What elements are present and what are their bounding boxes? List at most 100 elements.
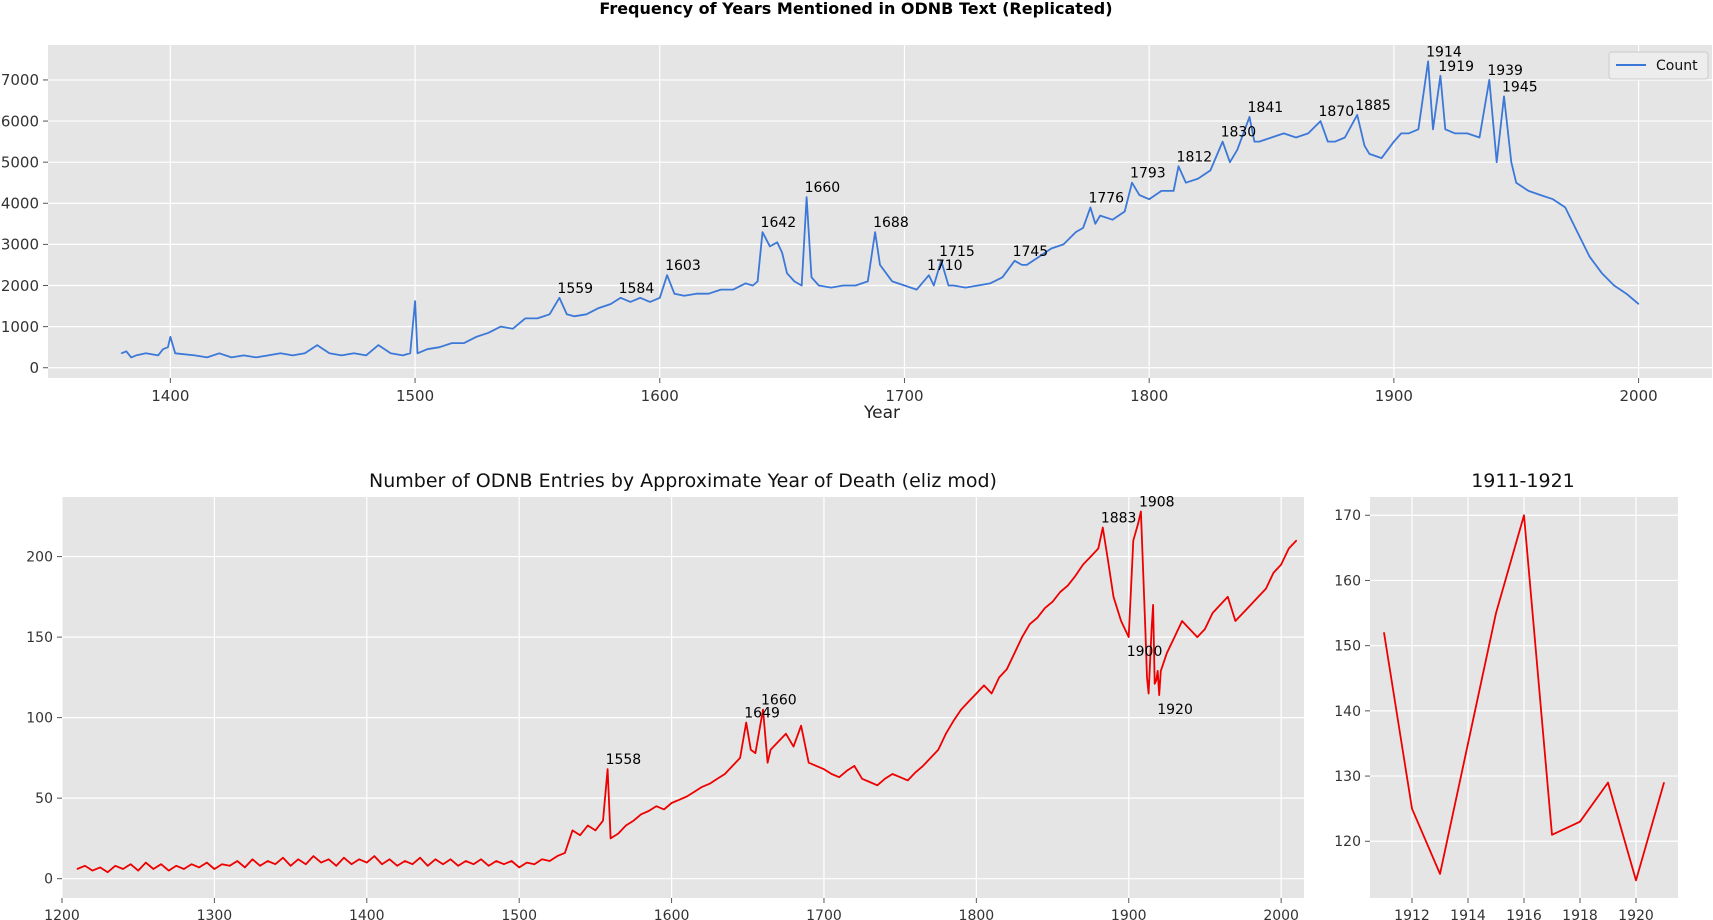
data-point [869, 781, 871, 783]
data-point [1527, 190, 1530, 192]
y-tick-label: 200 [26, 549, 53, 565]
data-point [854, 284, 857, 287]
data-point [1197, 178, 1199, 180]
data-point [1427, 60, 1429, 63]
data-point [419, 857, 421, 859]
data-point [450, 858, 452, 860]
data-point [1236, 149, 1238, 151]
data-point [752, 284, 754, 287]
data-point [438, 346, 441, 348]
data-point [135, 354, 137, 356]
data-point [1363, 145, 1366, 147]
y-tick-label: 6000 [1, 112, 39, 130]
peak-annotation: 1710 [927, 258, 963, 274]
x-tick-label: 1800 [959, 908, 995, 920]
peak-annotation: 1812 [1177, 149, 1213, 165]
data-point [701, 786, 703, 788]
data-point [526, 862, 528, 864]
peak-annotation: 1558 [606, 752, 642, 768]
chart-title: Number of ODNB Entries by Approximate Ye… [369, 470, 997, 492]
peak-annotation: 1776 [1088, 190, 1124, 206]
data-point [1515, 182, 1517, 184]
data-point [801, 284, 803, 287]
data-point [610, 303, 612, 305]
y-tick-label: 4000 [1, 195, 39, 213]
data-point [989, 282, 991, 284]
data-point [1014, 260, 1016, 262]
data-point [503, 863, 505, 865]
data-point [1006, 668, 1008, 670]
chart-title: 1911-1921 [1471, 470, 1575, 492]
data-point [792, 746, 795, 748]
data-point [350, 863, 353, 865]
y-tick-label: 5000 [1, 153, 39, 171]
data-point [695, 293, 698, 295]
plot-background [48, 45, 1712, 378]
peak-annotation: 1660 [805, 180, 841, 196]
data-point [1185, 182, 1187, 184]
peak-annotation: 1914 [1426, 44, 1462, 60]
data-point [594, 829, 597, 832]
peak-annotation: 1900 [1127, 644, 1163, 660]
data-point [632, 820, 635, 822]
data-point [564, 852, 566, 854]
data-point [1258, 141, 1260, 143]
data-point [1551, 834, 1553, 836]
peak-annotation: 1919 [1438, 59, 1474, 75]
data-point [1062, 243, 1065, 245]
x-tick-label: 1400 [151, 387, 189, 405]
data-point [390, 352, 392, 354]
data-point [914, 771, 917, 774]
peak-annotation: 1793 [1130, 166, 1166, 182]
data-point [655, 805, 657, 807]
peak-annotation: 1939 [1487, 63, 1523, 79]
peak-annotation: 1745 [1013, 244, 1049, 260]
data-point [1209, 169, 1211, 171]
data-point [1417, 128, 1419, 130]
data-point [770, 749, 772, 751]
data-point [1250, 604, 1252, 606]
x-tick-label: 1900 [1375, 387, 1413, 405]
data-point [442, 863, 444, 865]
data-point [1151, 628, 1153, 630]
data-point [781, 252, 783, 254]
y-tick-label: 7000 [1, 71, 39, 89]
data-point [365, 354, 367, 356]
data-point [122, 868, 124, 870]
data-point [343, 857, 345, 859]
data-point [99, 866, 101, 869]
data-point [1140, 510, 1142, 513]
x-tick-label: 2000 [1619, 387, 1657, 405]
data-point [1082, 227, 1084, 229]
data-point [353, 352, 355, 354]
data-point [879, 264, 881, 266]
data-point [1381, 157, 1383, 159]
data-point [160, 863, 162, 865]
data-point [1454, 132, 1456, 134]
data-point [414, 300, 416, 302]
data-point [891, 280, 893, 282]
data-point [1099, 215, 1101, 217]
data-point [806, 196, 808, 198]
data-point [571, 829, 574, 832]
data-point [328, 858, 330, 860]
data-point [876, 784, 878, 786]
data-point [206, 356, 208, 358]
y-tick-label: 50 [35, 791, 53, 807]
data-point [1283, 132, 1285, 134]
y-tick-label: 2000 [1, 277, 39, 295]
data-point [243, 354, 245, 356]
chart-death-year: Number of ODNB Entries by Approximate Ye… [26, 470, 1304, 920]
data-point [1344, 136, 1346, 139]
data-point [213, 868, 215, 870]
data-point [786, 272, 788, 274]
data-point [1196, 636, 1198, 638]
plot-area: 1400 1500 1600 1700 1800 1900 2000 0 1000 2000 300… [1, 44, 1712, 405]
x-tick-label: 1500 [501, 908, 537, 920]
data-point [587, 824, 589, 827]
data-point [426, 348, 428, 350]
data-point [1044, 607, 1046, 609]
data-point [724, 773, 726, 775]
data-point [130, 356, 132, 358]
y-tick-label: 150 [26, 630, 53, 646]
